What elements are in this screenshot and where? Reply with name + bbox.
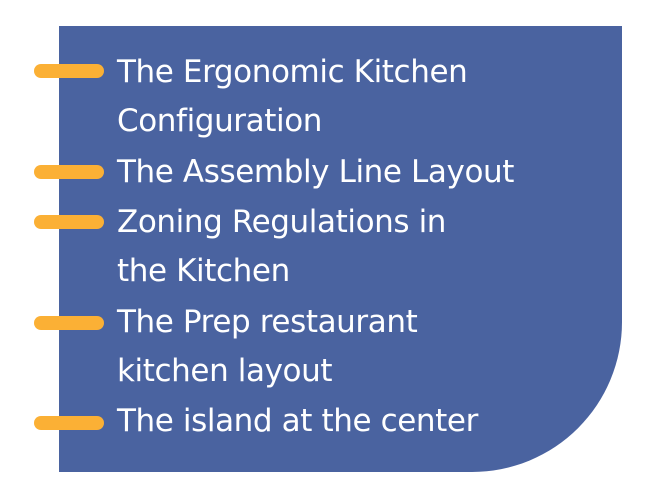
list-item-label: The Assembly Line Layout [117, 148, 514, 197]
bullet-marker [34, 215, 104, 229]
list-item-label: The Ergonomic Kitchen Configuration [117, 48, 468, 146]
bullet-marker [34, 316, 104, 330]
list-item-label: The Prep restaurant kitchen layout [117, 298, 418, 396]
list-item-line: the Kitchen [117, 253, 290, 289]
list-item-line: The Assembly Line Layout [117, 154, 515, 190]
list-item-line: kitchen layout [117, 353, 333, 389]
list-card [59, 26, 622, 472]
list-item-line: The island at the center [117, 403, 478, 439]
bullet-marker [34, 416, 104, 430]
list-item-label: The island at the center [117, 397, 478, 446]
list-item-label: Zoning Regulations in the Kitchen [117, 198, 446, 296]
list-item-line: Zoning Regulations in [117, 204, 447, 240]
list-item-line: The Prep restaurant [117, 304, 418, 340]
bullet-marker [34, 64, 104, 78]
bullet-marker [34, 165, 104, 179]
list-item-line: The Ergonomic Kitchen [117, 54, 468, 90]
list-item-line: Configuration [117, 103, 323, 139]
